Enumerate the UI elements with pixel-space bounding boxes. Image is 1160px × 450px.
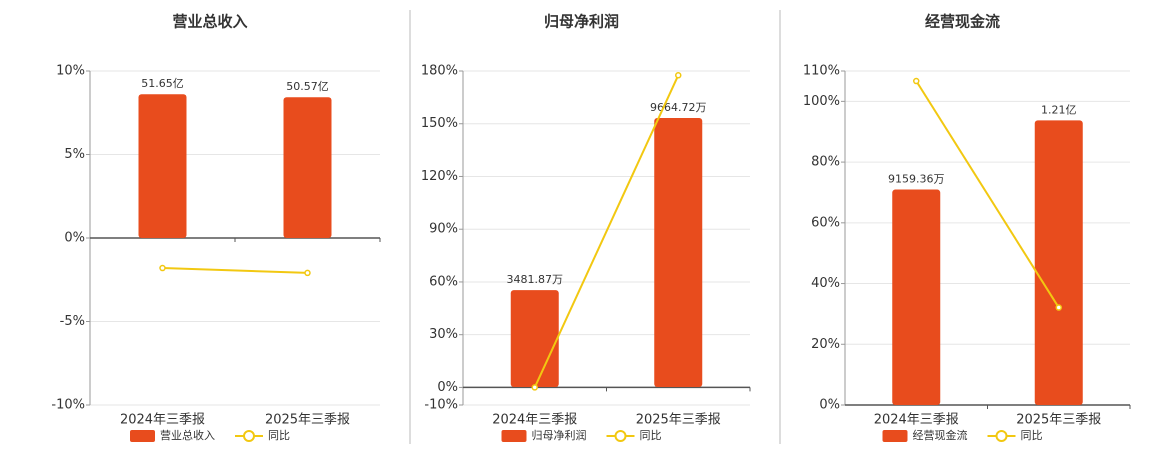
y-tick-label: 60% [811,215,840,230]
y-tick-label: 60% [429,274,458,289]
y-tick-label: 0% [437,380,458,395]
line-point [304,269,311,277]
y-tick-label: -10% [51,398,85,413]
line-point [531,384,538,391]
bar-label: 1.21亿 [1041,103,1077,116]
y-tick-label: 150% [421,116,458,131]
legend-label: 归母净利润 [532,428,587,442]
legend-swatch [501,430,527,442]
legend-label: 经营现金流 [913,428,968,442]
bar-label: 51.65亿 [141,77,184,90]
x-tick-label: 2024年三季报 [874,413,959,428]
bar [654,118,703,387]
line-series [915,80,1060,309]
y-tick-label: 10% [56,64,85,79]
bar [1034,120,1083,406]
y-tick-label: 30% [429,327,458,342]
x-tick-label: 2025年三季报 [265,413,350,428]
bar-label: 9664.72万 [650,101,707,114]
line-point [675,72,682,79]
legend-swatch [614,430,627,442]
x-tick-label: 2025年三季报 [1016,413,1101,428]
x-tick-label: 2024年三季报 [120,413,205,428]
legend-label: 同比 [1021,429,1043,442]
legend-label: 营业总收入 [160,428,215,442]
bar-label: 50.57亿 [286,80,329,93]
legend-swatch [130,430,155,442]
legend-label: 同比 [268,429,290,442]
line-point [159,264,166,272]
bar [283,97,332,239]
y-tick-label: -10% [424,398,458,413]
y-tick-label: 40% [811,276,840,291]
x-tick-label: 2025年三季报 [636,413,721,428]
legend-swatch [882,430,908,442]
line-point [913,77,920,85]
chart-title: 经营现金流 [925,13,1000,31]
bar [510,290,559,387]
y-tick-label: 20% [811,337,840,352]
line-point [1055,304,1062,311]
line-series [162,267,308,274]
y-tick-label: 100% [803,94,840,109]
y-tick-label: 110% [803,64,840,79]
bar [138,94,187,238]
y-tick-label: -5% [60,314,85,329]
legend-label: 同比 [640,429,662,442]
y-tick-label: 180% [421,64,458,79]
legend-swatch [243,430,255,442]
chart-title: 归母净利润 [544,13,619,31]
y-tick-label: 90% [429,222,458,237]
y-tick-label: 0% [64,231,85,246]
chart-title: 营业总收入 [172,13,247,31]
line-series [533,74,680,388]
y-tick-label: 0% [819,398,840,413]
legend-swatch [995,430,1008,442]
bar-label: 9159.36万 [888,173,945,186]
bar [892,189,941,405]
bar-label: 3481.87万 [507,273,564,286]
y-tick-label: 5% [64,147,85,162]
y-tick-label: 80% [811,155,840,170]
x-tick-label: 2024年三季报 [492,413,577,428]
y-tick-label: 120% [421,169,458,184]
